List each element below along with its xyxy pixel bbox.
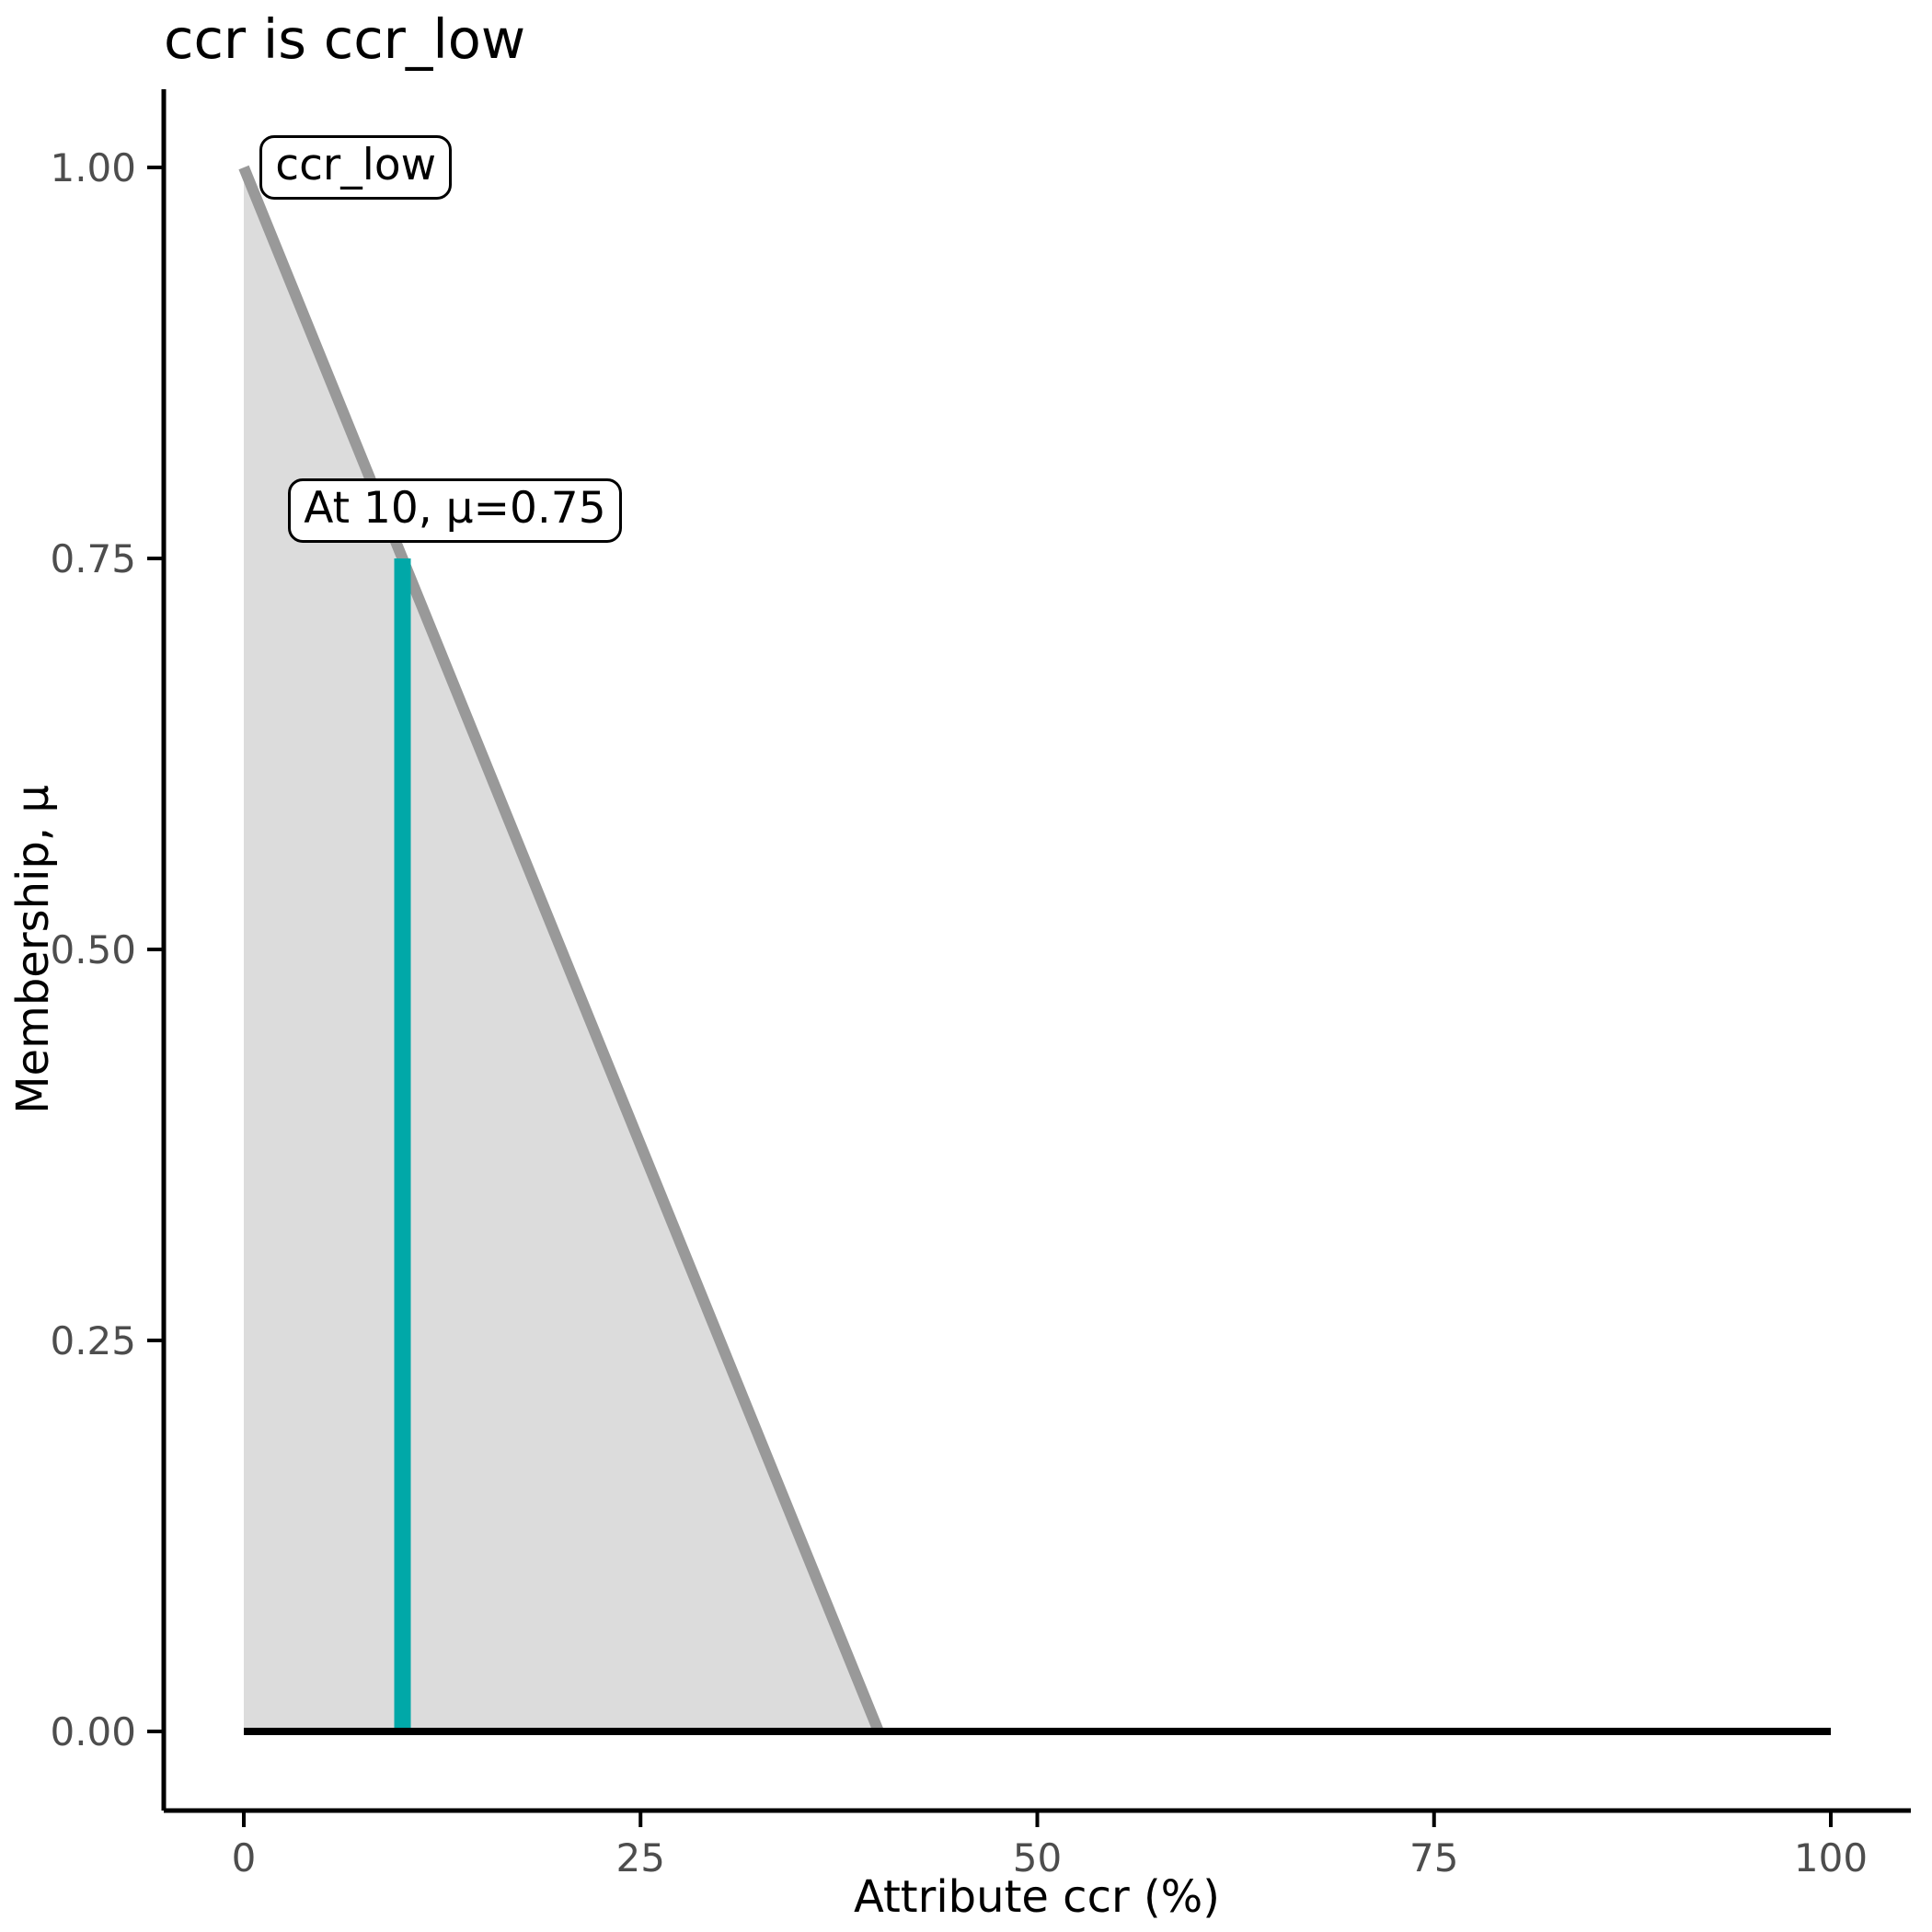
y-axis-title: Membership, μ (7, 785, 59, 1114)
tick-layer: 0.00 0.25 0.50 0.75 1.00 0 25 50 75 100 (50, 145, 1868, 1880)
y-tick-label-0.50: 0.50 (50, 927, 136, 972)
y-tick-label-1.00: 1.00 (50, 145, 136, 190)
x-tick-label-25: 25 (616, 1835, 665, 1880)
ccr-low-set-label: ccr_low (259, 134, 453, 201)
x-tick-label-0: 0 (232, 1835, 257, 1880)
evaluation-label: At 10, μ=0.75 (288, 477, 622, 544)
chart-title: ccr is ccr_low (164, 7, 526, 71)
x-tick-label-75: 75 (1409, 1835, 1458, 1880)
x-tick-label-100: 100 (1794, 1835, 1868, 1880)
y-tick-label-0.00: 0.00 (50, 1709, 136, 1754)
y-tick-label-0.75: 0.75 (50, 536, 136, 581)
x-tick-label-50: 50 (1013, 1835, 1062, 1880)
series-layer (238, 165, 1831, 1735)
ccr_low-membership-function-line (238, 165, 884, 1734)
y-tick-label-0.25: 0.25 (50, 1318, 136, 1363)
x-axis-title: Attribute ccr (%) (854, 1871, 1220, 1923)
